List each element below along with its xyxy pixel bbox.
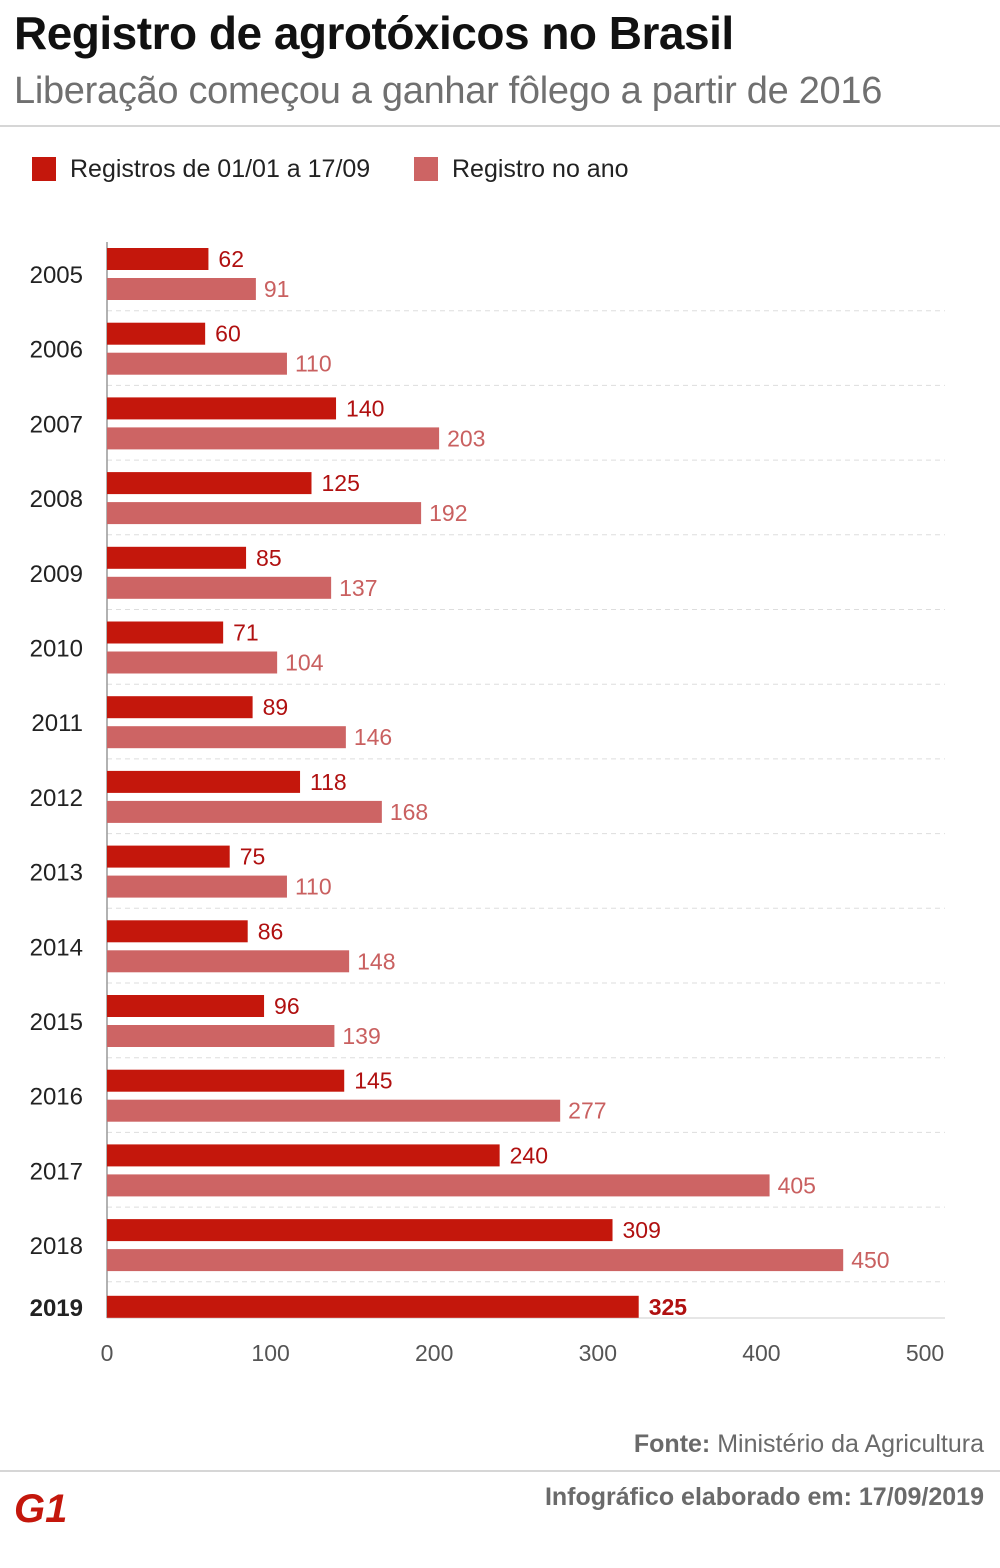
bar-partial <box>107 546 247 569</box>
x-tick-label: 500 <box>906 1340 944 1366</box>
bar-full <box>107 278 256 300</box>
bar-partial <box>107 845 230 868</box>
legend-label-full: Registro no ano <box>452 154 629 183</box>
bar-value-label-full: 137 <box>339 575 377 601</box>
bar-full <box>107 427 440 450</box>
bar-partial <box>107 397 337 420</box>
legend-swatch-partial <box>32 157 56 181</box>
x-tick-label: 400 <box>742 1340 780 1366</box>
bar-value-label-partial: 325 <box>649 1294 688 1320</box>
y-category-label: 2011 <box>31 710 83 737</box>
bar-partial <box>107 696 253 719</box>
chart-subtitle: Liberação começou a ganhar fôlego a part… <box>14 70 883 112</box>
bar-partial <box>107 621 224 644</box>
bar-value-label-full: 277 <box>568 1098 606 1124</box>
y-category-label: 2009 <box>30 561 83 588</box>
bar-full <box>107 1249 844 1272</box>
g1-logo-text: G1 <box>14 1488 67 1528</box>
y-category-label: 2017 <box>30 1158 83 1185</box>
y-category-label: 2018 <box>30 1233 83 1260</box>
legend-label-partial: Registros de 01/01 a 17/09 <box>70 154 371 183</box>
bar-partial <box>107 995 265 1017</box>
source-note: Fonte: Ministério da Agricultura <box>634 1430 984 1459</box>
bar-full <box>107 726 346 749</box>
bar-value-label-partial: 118 <box>310 769 347 795</box>
bar-chart: 0 100 200 300 400 500 2005 62 91 2006 60 110 2007 140… <box>30 242 945 1366</box>
source-label: Fonte: <box>633 1430 711 1458</box>
bar-value-label-full: 148 <box>357 948 395 974</box>
bar-partial <box>107 322 206 345</box>
bar-value-label-full: 192 <box>429 500 467 526</box>
bar-value-label-full: 450 <box>851 1247 889 1273</box>
bar-value-label-partial: 86 <box>258 918 284 944</box>
legend-item-partial: Registros de 01/01 a 17/09 <box>32 152 370 186</box>
bar-partial <box>107 770 301 793</box>
y-category-label: 2019 <box>30 1295 83 1322</box>
bar-partial <box>107 1295 639 1318</box>
bar-value-label-partial: 140 <box>346 395 384 421</box>
bar-full <box>107 502 422 525</box>
bar-full <box>107 576 332 599</box>
bar-partial <box>107 1069 345 1092</box>
y-category-label: 2015 <box>30 1009 83 1036</box>
bar-value-label-partial: 75 <box>240 844 266 870</box>
bar-value-label-full: 104 <box>285 650 324 676</box>
bar-value-label-partial: 240 <box>510 1142 548 1168</box>
bar-partial <box>107 1219 613 1242</box>
bar-value-label-full: 405 <box>778 1172 816 1198</box>
footer-divider <box>0 1470 1000 1472</box>
bar-value-label-full: 110 <box>295 351 332 377</box>
bar-value-label-full: 168 <box>390 799 428 825</box>
bar-value-label-partial: 145 <box>354 1068 392 1094</box>
y-category-label: 2010 <box>30 636 83 663</box>
x-tick-label: 100 <box>251 1340 289 1366</box>
bar-partial <box>107 920 248 943</box>
bar-value-label-full: 203 <box>447 425 485 451</box>
x-tick-label: 300 <box>579 1340 617 1366</box>
bar-full <box>107 1174 770 1197</box>
bar-value-label-partial: 60 <box>215 321 241 347</box>
y-category-label: 2005 <box>30 262 83 289</box>
y-category-label: 2016 <box>30 1084 83 1111</box>
x-tick-label: 200 <box>415 1340 453 1366</box>
bar-value-label-partial: 71 <box>233 620 259 646</box>
bar-full <box>107 1099 561 1122</box>
g1-logo: G1 <box>14 1488 67 1528</box>
bar-value-label-partial: 62 <box>218 246 244 272</box>
bar-value-label-full: 110 <box>295 874 332 900</box>
bar-value-label-partial: 89 <box>263 694 289 720</box>
bar-full <box>107 800 382 823</box>
bar-full <box>107 875 287 898</box>
y-category-label: 2013 <box>30 860 83 887</box>
legend-swatch-full <box>414 157 438 181</box>
bar-full <box>107 1025 335 1047</box>
source-value: Ministério da Agricultura <box>717 1430 984 1458</box>
bar-full <box>107 352 287 375</box>
chart-title: Registro de agrotóxicos no Brasil <box>14 7 734 59</box>
bar-full <box>107 651 278 674</box>
credit-note: Infográfico elaborado em: 17/09/2019 <box>544 1483 984 1511</box>
bar-value-label-partial: 96 <box>274 993 300 1019</box>
bar-value-label-partial: 125 <box>322 470 360 496</box>
bar-full <box>107 950 350 973</box>
bar-value-label-full: 146 <box>354 724 392 750</box>
bar-value-label-full: 139 <box>342 1023 380 1049</box>
y-category-label: 2012 <box>30 785 83 812</box>
y-category-label: 2008 <box>30 486 83 513</box>
y-category-label: 2014 <box>30 934 83 961</box>
y-category-label: 2006 <box>30 337 83 364</box>
y-category-label: 2007 <box>30 411 83 438</box>
header-divider <box>0 125 1000 127</box>
bar-partial <box>107 248 209 270</box>
legend-item-full: Registro no ano <box>414 152 629 186</box>
bar-value-label-full: 91 <box>264 276 290 302</box>
bar-value-label-partial: 309 <box>623 1217 661 1243</box>
bar-partial <box>107 1144 500 1167</box>
bar-partial <box>107 472 312 495</box>
bar-value-label-partial: 85 <box>256 545 282 571</box>
x-tick-label: 0 <box>101 1340 114 1366</box>
